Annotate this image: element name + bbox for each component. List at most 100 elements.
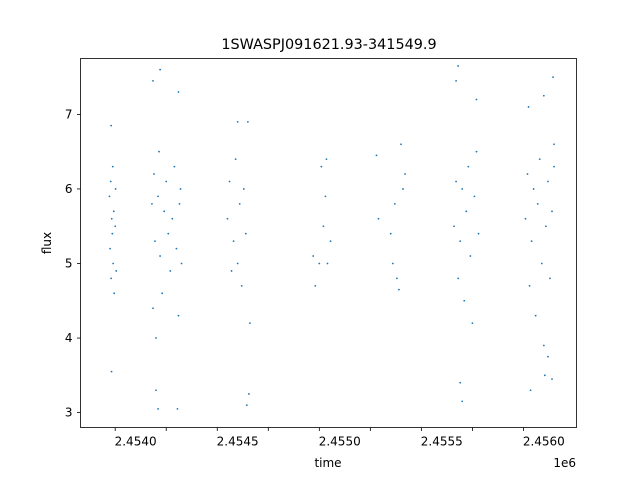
data-point [461, 188, 464, 190]
data-point [232, 240, 235, 243]
y-tick-label: 4 [65, 331, 73, 345]
data-point [177, 91, 180, 93]
data-point [110, 217, 113, 220]
y-tick-label: 3 [65, 406, 73, 420]
data-point [155, 389, 157, 392]
data-point [228, 180, 231, 183]
data-point [529, 389, 532, 392]
x-axis-ticks: 2.4540 2.4545 2.4550 2.4555 2.4560 [115, 427, 565, 449]
data-point [167, 232, 170, 235]
data-point [459, 240, 462, 243]
data-point [551, 378, 553, 380]
data-point [157, 195, 159, 198]
plot-frame [80, 58, 577, 428]
data-point [453, 225, 455, 228]
data-point [467, 165, 470, 168]
data-point [457, 277, 460, 280]
x-tick-label: 2.4560 [523, 435, 565, 449]
data-point [552, 76, 554, 79]
data-point [111, 165, 114, 168]
data-point [320, 165, 323, 168]
data-point [538, 158, 541, 161]
data-point [532, 188, 535, 190]
data-point [230, 270, 233, 272]
data-point [159, 255, 162, 257]
data-point [152, 79, 154, 82]
data-point [553, 165, 555, 168]
data-point [154, 240, 156, 243]
data-point [114, 188, 117, 190]
data-point [114, 225, 117, 228]
data-point [152, 307, 154, 310]
data-point [549, 277, 551, 280]
data-point [234, 158, 237, 161]
data-point [325, 158, 328, 161]
data-point [236, 120, 239, 123]
data-point [108, 195, 111, 198]
data-point [175, 247, 178, 250]
data-point [457, 65, 460, 67]
chart-title: 1SWASPJ091621.93-341549.9 [221, 37, 436, 53]
data-point [180, 262, 183, 265]
data-point [477, 232, 480, 235]
x-tick-label: 2.4550 [319, 435, 361, 449]
data-point [543, 374, 546, 377]
y-axis-label: flux [40, 232, 54, 254]
data-point [389, 232, 392, 235]
data-point [171, 217, 174, 220]
data-points [108, 65, 555, 410]
data-point [169, 270, 172, 272]
data-point [391, 262, 394, 265]
data-point [115, 270, 118, 272]
data-point [547, 180, 549, 183]
data-point [393, 202, 396, 205]
data-point [524, 217, 527, 220]
data-point [375, 154, 378, 157]
x-tick-label: 2.4545 [217, 435, 259, 449]
data-point [540, 262, 543, 265]
x-axis-offset-label: 1e6 [553, 456, 576, 470]
y-axis-ticks: 3 4 5 6 7 [65, 107, 81, 420]
data-point [110, 124, 113, 127]
data-point [547, 355, 549, 358]
x-tick-label: 2.4555 [421, 435, 463, 449]
data-point [312, 255, 315, 257]
data-point [238, 202, 241, 205]
data-point [398, 288, 400, 291]
data-point [110, 277, 113, 280]
data-point [324, 195, 327, 198]
data-point [400, 143, 402, 146]
data-point [111, 232, 114, 235]
data-point [463, 299, 466, 302]
data-point [322, 225, 325, 228]
data-point [527, 106, 530, 108]
data-point [469, 255, 472, 257]
data-point [475, 98, 478, 101]
data-point [179, 188, 182, 190]
data-point [178, 202, 181, 205]
data-point [455, 79, 457, 82]
data-point [112, 262, 115, 265]
data-point [245, 404, 248, 407]
data-point [244, 232, 247, 235]
data-point [318, 262, 321, 265]
data-point [173, 165, 176, 168]
data-point [542, 94, 545, 97]
y-tick-label: 6 [65, 182, 73, 196]
data-point [459, 381, 462, 384]
data-point [159, 68, 162, 71]
data-point [526, 173, 529, 175]
data-point [455, 180, 457, 183]
data-point [461, 400, 464, 403]
data-point [528, 284, 531, 287]
data-point [236, 262, 239, 265]
data-point [553, 143, 555, 146]
data-point [109, 180, 112, 183]
data-point [404, 173, 406, 175]
data-point [475, 150, 478, 153]
data-point [226, 217, 229, 220]
data-point [113, 292, 116, 295]
data-point [465, 210, 468, 213]
x-axis-label: time [314, 456, 341, 470]
